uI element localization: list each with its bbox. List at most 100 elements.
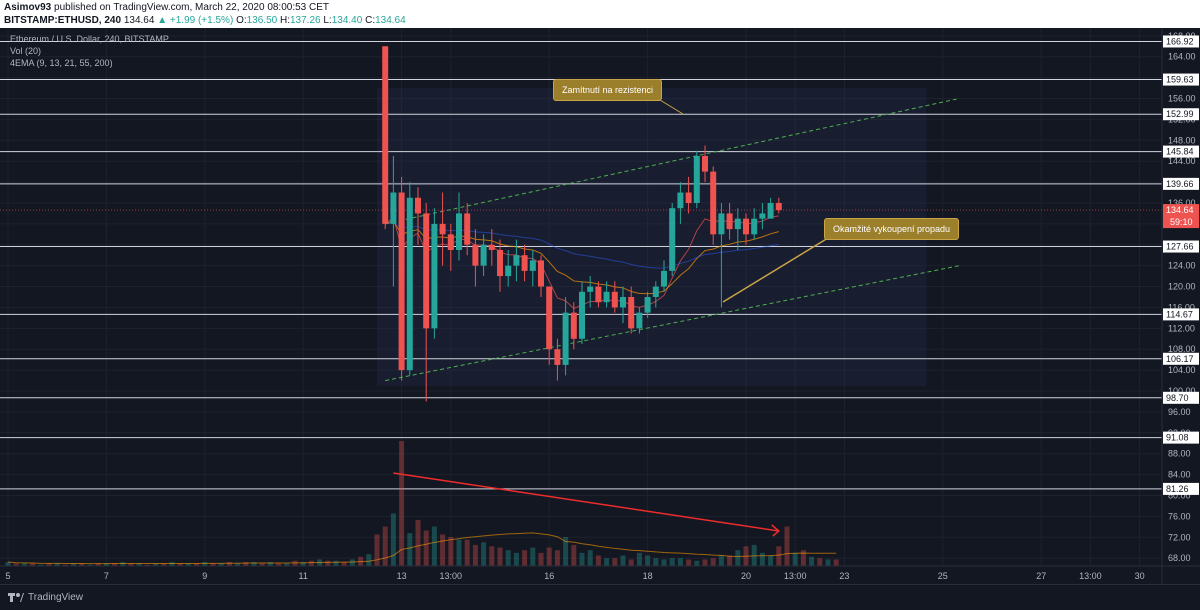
level-label: 114.67 <box>1166 309 1193 319</box>
volume-bar <box>505 550 511 566</box>
level-label: 145.84 <box>1166 147 1194 157</box>
level-label-bg <box>1163 431 1199 444</box>
candle-body <box>505 265 512 277</box>
level-label-bg <box>1163 145 1199 158</box>
volume-bar <box>161 563 167 566</box>
volume-bar <box>522 550 528 566</box>
author-name[interactable]: Asimov93 <box>4 2 52 13</box>
volume-bar <box>95 563 101 566</box>
volume-bar <box>489 546 495 566</box>
chart-area[interactable]: 68.0072.0076.0080.0084.0088.0092.0096.00… <box>0 28 1200 584</box>
price-tick-label: 108.00 <box>1168 344 1196 354</box>
candle-body <box>669 208 676 271</box>
volume-bar <box>464 539 470 566</box>
price-tick-label: 148.00 <box>1168 135 1196 145</box>
legend-volume[interactable]: Vol (20) <box>10 46 42 56</box>
volume-bar <box>440 534 446 566</box>
price-tick-label: 156.00 <box>1168 94 1196 104</box>
volume-bar <box>579 552 585 566</box>
volume-bar <box>497 547 503 566</box>
volume-bar <box>308 560 314 566</box>
candle-body <box>636 312 643 329</box>
volume-bar <box>103 563 109 566</box>
volume-bar <box>71 563 77 566</box>
candle-body <box>710 171 717 235</box>
note-rejection[interactable]: Zamítnutí na rezistenci <box>553 79 663 101</box>
volume-bar <box>407 533 413 566</box>
volume-bar <box>251 562 257 566</box>
candle-body <box>628 297 635 329</box>
volume-bar <box>399 441 405 566</box>
candle-body <box>546 286 553 350</box>
level-label: 139.66 <box>1166 179 1194 189</box>
volume-bar <box>718 555 724 566</box>
volume-bar <box>800 550 806 566</box>
time-tick-label: 20 <box>741 571 751 581</box>
candle-body <box>488 244 495 250</box>
price-tick-label: 104.00 <box>1168 365 1196 375</box>
candle-body <box>734 218 741 230</box>
level-label-bg <box>1163 177 1199 190</box>
volume-bar <box>546 547 552 566</box>
level-label: 81.26 <box>1166 484 1189 494</box>
volume-bar <box>448 537 454 566</box>
volume-bar <box>563 537 569 566</box>
volume-bar <box>776 546 782 566</box>
candle-body <box>562 312 569 365</box>
high-label: H: <box>280 15 290 26</box>
volume-bar <box>13 563 19 566</box>
candle-body <box>693 155 700 203</box>
level-label-bg <box>1163 482 1199 495</box>
volume-bar <box>472 544 478 566</box>
candle-body <box>497 249 503 277</box>
level-label-bg <box>1163 352 1199 365</box>
volume-bar <box>218 563 224 566</box>
candle-body <box>382 46 389 224</box>
time-tick-label: 13:00 <box>784 571 807 581</box>
legend-instrument: Ethereum / U.S. Dollar, 240, BITSTAMP <box>10 34 169 44</box>
brand-name: TradingView <box>28 591 84 603</box>
level-label: 91.08 <box>1166 433 1189 443</box>
volume-trend-arrowhead <box>771 524 780 537</box>
level-label: 159.63 <box>1166 75 1194 85</box>
volume-bar <box>46 563 52 566</box>
volume-ma-line <box>7 532 837 565</box>
legend-ema[interactable]: 4EMA (9, 13, 21, 55, 200) <box>10 58 113 68</box>
volume-bar <box>759 552 765 566</box>
volume-bar <box>177 563 183 566</box>
volume-bar <box>136 563 142 566</box>
volume-bar <box>587 550 593 566</box>
candle-body <box>751 218 758 235</box>
volume-bar <box>612 558 618 566</box>
level-label: 152.99 <box>1166 109 1194 119</box>
candle-body <box>513 255 520 266</box>
price-chart[interactable]: 68.0072.0076.0080.0084.0088.0092.0096.00… <box>0 28 1200 584</box>
price-tick-label: 164.00 <box>1168 52 1196 62</box>
level-label: 127.66 <box>1166 242 1194 252</box>
volume-bar <box>710 558 716 566</box>
price-tick-label: 84.00 <box>1168 470 1191 480</box>
volume-bar <box>792 552 798 566</box>
volume-bar <box>415 519 421 566</box>
volume-bar <box>620 555 626 566</box>
last-price-text: 134.64 <box>123 15 155 26</box>
volume-bar <box>784 526 790 566</box>
price-tick-label: 68.00 <box>1168 553 1191 563</box>
tradingview-brand[interactable]: TradingView <box>8 591 83 603</box>
volume-trend-arrow <box>393 472 779 532</box>
candle-body <box>538 260 544 287</box>
candle-body <box>743 218 749 235</box>
volume-bar <box>636 552 642 566</box>
volume-bar <box>431 526 437 566</box>
published-text: published on TradingView.com, March 22, … <box>54 2 330 13</box>
last-price-label-bg <box>1163 204 1199 229</box>
volume-bar <box>768 555 774 566</box>
candle-body <box>390 192 397 224</box>
price-change: ▲ +1.99 (+1.5%) <box>157 15 234 26</box>
volume-bar <box>382 526 388 566</box>
volume-bar <box>809 556 815 566</box>
level-label-bg <box>1163 108 1199 121</box>
note-buyback[interactable]: Okamžité vykoupení propadu <box>824 218 960 240</box>
open-label: O: <box>236 15 247 26</box>
candle-body <box>521 255 528 271</box>
